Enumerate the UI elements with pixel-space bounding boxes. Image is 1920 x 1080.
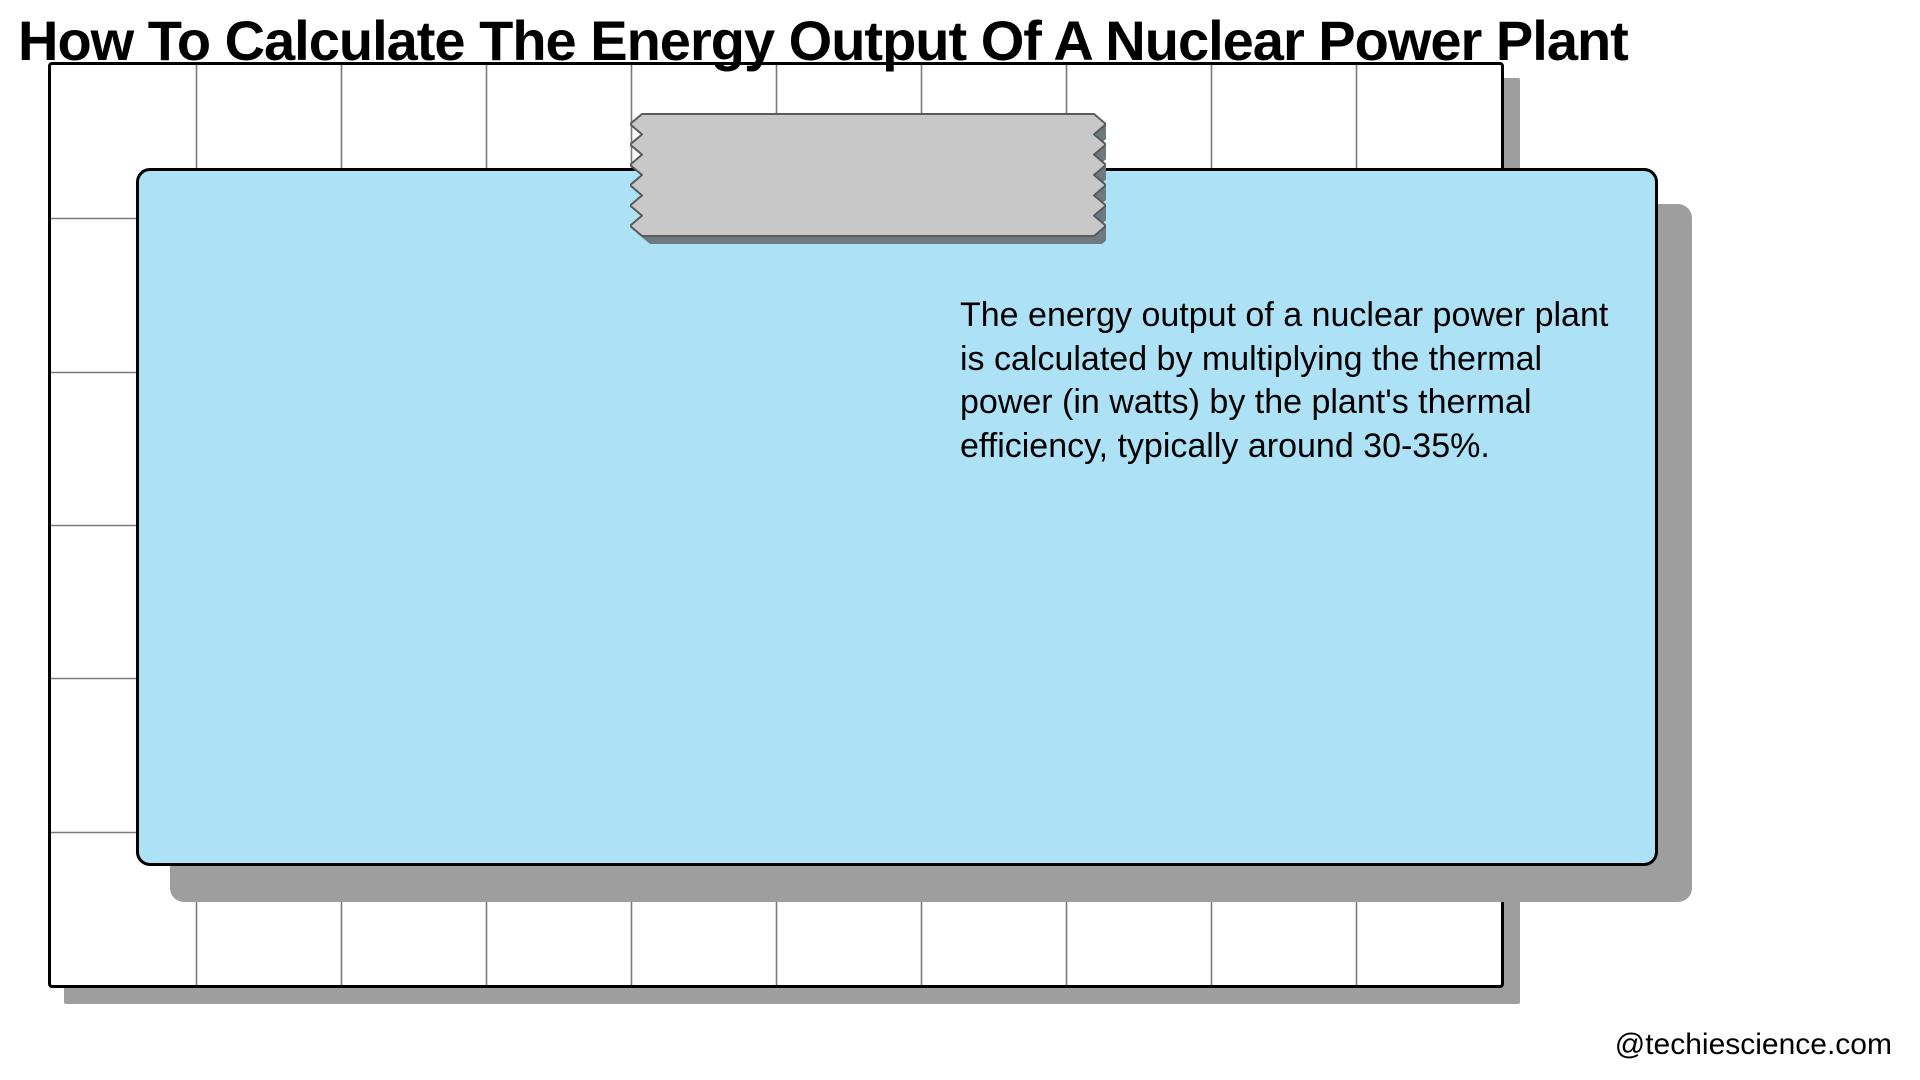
note-card xyxy=(136,168,1658,866)
page-title: How To Calculate The Energy Output Of A … xyxy=(18,8,1920,73)
stage: The energy output of a nuclear power pla… xyxy=(0,0,1920,1080)
note-card-text: The energy output of a nuclear power pla… xyxy=(960,294,1640,468)
tape xyxy=(630,102,1106,248)
attribution: @techiescience.com xyxy=(1615,1028,1892,1062)
